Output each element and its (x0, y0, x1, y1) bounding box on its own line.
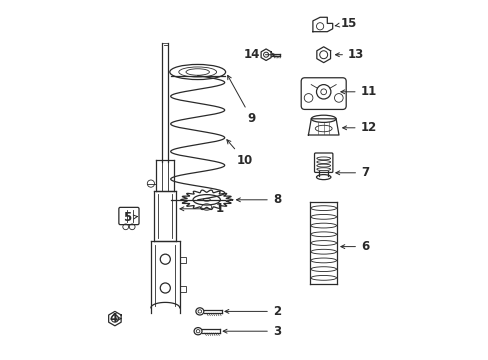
Text: 14: 14 (243, 48, 275, 61)
Text: 15: 15 (334, 17, 356, 30)
Bar (179, 286, 186, 292)
Text: 10: 10 (226, 140, 252, 167)
Text: 11: 11 (340, 85, 376, 98)
Text: 4: 4 (109, 312, 121, 325)
Text: 6: 6 (340, 240, 368, 253)
Text: 5: 5 (123, 211, 137, 224)
Bar (179, 257, 186, 263)
Text: 9: 9 (227, 75, 255, 125)
Text: 1: 1 (180, 202, 223, 215)
Text: 2: 2 (224, 305, 281, 318)
Text: 12: 12 (342, 121, 376, 134)
Text: 7: 7 (335, 166, 368, 179)
Text: 3: 3 (223, 325, 281, 338)
Text: 8: 8 (236, 193, 281, 206)
Text: 13: 13 (335, 48, 364, 61)
